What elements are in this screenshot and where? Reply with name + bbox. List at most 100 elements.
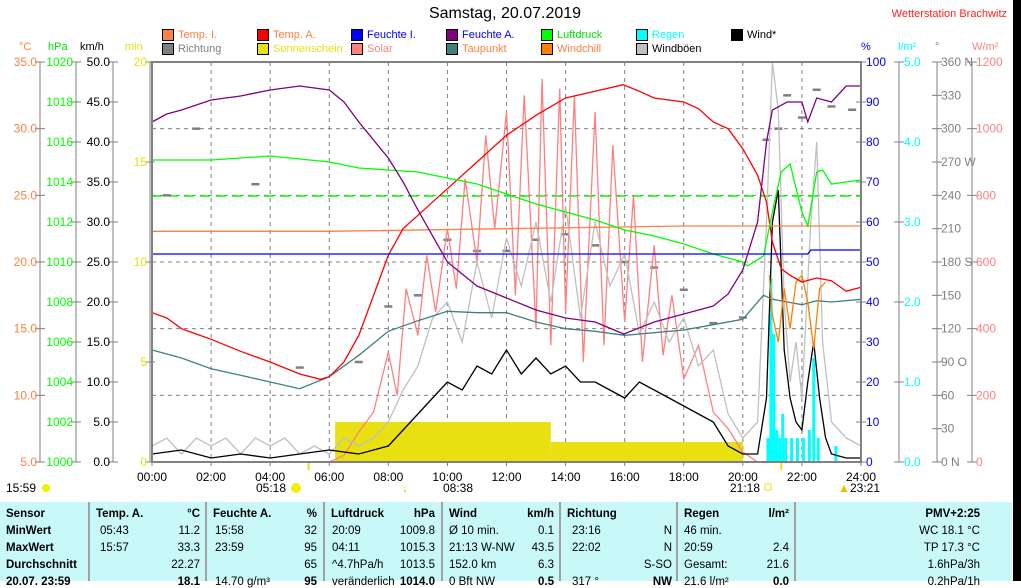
dir-value: NW [652,576,672,588]
dir-time: 22:02 [572,542,601,554]
legend-item: Solar [351,43,393,55]
axis-label-sun: 15 [134,155,148,169]
axis-label-wind: 20.0 [87,295,111,309]
header-press-unit: hPa [413,508,435,520]
x-tick-label: 20:00 [728,470,758,484]
series-taupunkt [151,294,862,390]
axis-label-dir: 180 S [941,255,972,269]
legend-label: Temp. A. [273,29,316,41]
axis-label-solar: 200 [976,388,996,402]
legend-item: Feuchte I. [351,29,416,41]
series-windchill [768,273,827,349]
unit-temp: °C [19,41,32,53]
sun-event-label: 15:59 [6,481,36,495]
x-tick-label: 10:00 [432,470,462,484]
legend-swatch [636,43,648,55]
rain-bar [807,430,811,462]
axis-label-wind: 40.0 [87,135,111,149]
rain-bar [775,430,779,462]
temp-value: 18.1 [177,576,200,588]
rain-value: 21.6 [766,559,789,571]
sun-event-label: 21:18 [730,481,760,495]
legend-swatch [446,29,458,41]
axis-label-press: 1014 [46,175,73,189]
axis-label-temp: 20.0 [14,255,38,269]
legend-item: Taupunkt [446,43,507,55]
x-tick-label: 22:00 [787,470,817,484]
axis-label-temp: 35.0 [14,55,38,69]
axis-label-press: 1012 [46,215,73,229]
temp-value: 33.3 [177,542,200,554]
axis-label-rain: 5.0 [904,55,921,69]
header-rain: Regen [684,508,720,520]
axis-label-temp: 15.0 [14,322,38,336]
axis-label-dir: 90 O [941,355,967,369]
rain-info: 46 min. [684,525,722,537]
header-press: Luftdruck [331,508,385,520]
chart-title: Samstag, 20.07.2019 [428,5,582,22]
axis-label-press: 1006 [46,335,73,349]
sunshine-bar [335,422,551,462]
legend-swatch [541,29,553,41]
legend-item: Windchill [541,43,601,55]
moonset-icon: ↓ [402,481,408,495]
wind-info: 21:13 W-NW [449,542,515,554]
hum-time: 23:59 [215,542,244,554]
axis-label-temp: 30.0 [14,122,38,136]
col-rain [678,502,796,581]
axis-label-sun: 5 [140,355,147,369]
x-tick-label: 18:00 [669,470,699,484]
moonrise-icon: ▲ [838,481,850,495]
axis-label-wind: 5.0 [93,415,110,429]
axis-label-rain: 2.0 [904,295,921,309]
unit-hum: % [861,41,871,53]
legend-swatch [731,29,743,41]
axis-label-solar: 400 [976,322,996,336]
legend-swatch [162,43,174,55]
legend-swatch [257,29,269,41]
series-solar [152,78,861,463]
legend-swatch [162,29,174,41]
axis-label-wind: 30.0 [87,215,111,229]
col-press [325,502,443,581]
series-luftdruck [152,155,862,267]
axis-label-solar: 600 [976,255,996,269]
axis-label-hum: 90 [866,95,880,109]
x-tick-label: 16:00 [610,470,640,484]
x-tick-label: 04:00 [255,470,285,484]
rain-bar [766,438,770,462]
axis-label-dir: 360 N [941,55,973,69]
legend-label: Windchill [557,43,602,55]
axis-label-solar: 1200 [976,55,1003,69]
axis-label-sun: 20 [134,55,148,69]
axis-label-press: 1002 [46,415,73,429]
axis-label-dir: 240 [941,188,961,202]
legend-swatch [636,29,648,41]
sun-event-label: 23:21 [850,481,880,495]
weather-chart: 35.030.025.020.015.010.05.01020101810161… [6,55,1003,495]
legend-item: Windböen [636,43,702,55]
x-tick-label: 08:00 [373,470,403,484]
unit-wind: km/h [80,41,104,53]
legend-swatch [351,43,363,55]
dir-value: N [663,525,672,537]
rain-bar [772,334,776,462]
sunrise-icon [291,483,301,493]
wind-value: 43.5 [531,542,554,554]
dir-value: N [663,542,672,554]
axis-label-solar: 1000 [976,122,1003,136]
axis-label-press: 1016 [46,135,73,149]
legend-label: Richtung [178,43,222,55]
hum-value: 95 [304,576,317,588]
legend-swatch [257,43,269,55]
axis-label-dir: 210 [941,222,961,236]
axis-label-hum: 100 [866,55,886,69]
summary-table: Sensor Temp. A. °C Feuchte A.% Luftdruck hPa W… [0,502,1012,588]
legend-label: Luftdruck [557,29,603,41]
axis-label-wind: 0.0 [93,455,110,469]
legend-item: Temp. I. [162,29,217,41]
axis-label-rain: 3.0 [904,215,921,229]
dir-time: 317 ° [572,576,599,588]
x-tick-label: 02:00 [196,470,226,484]
legend-item: Luftdruck [541,29,602,41]
